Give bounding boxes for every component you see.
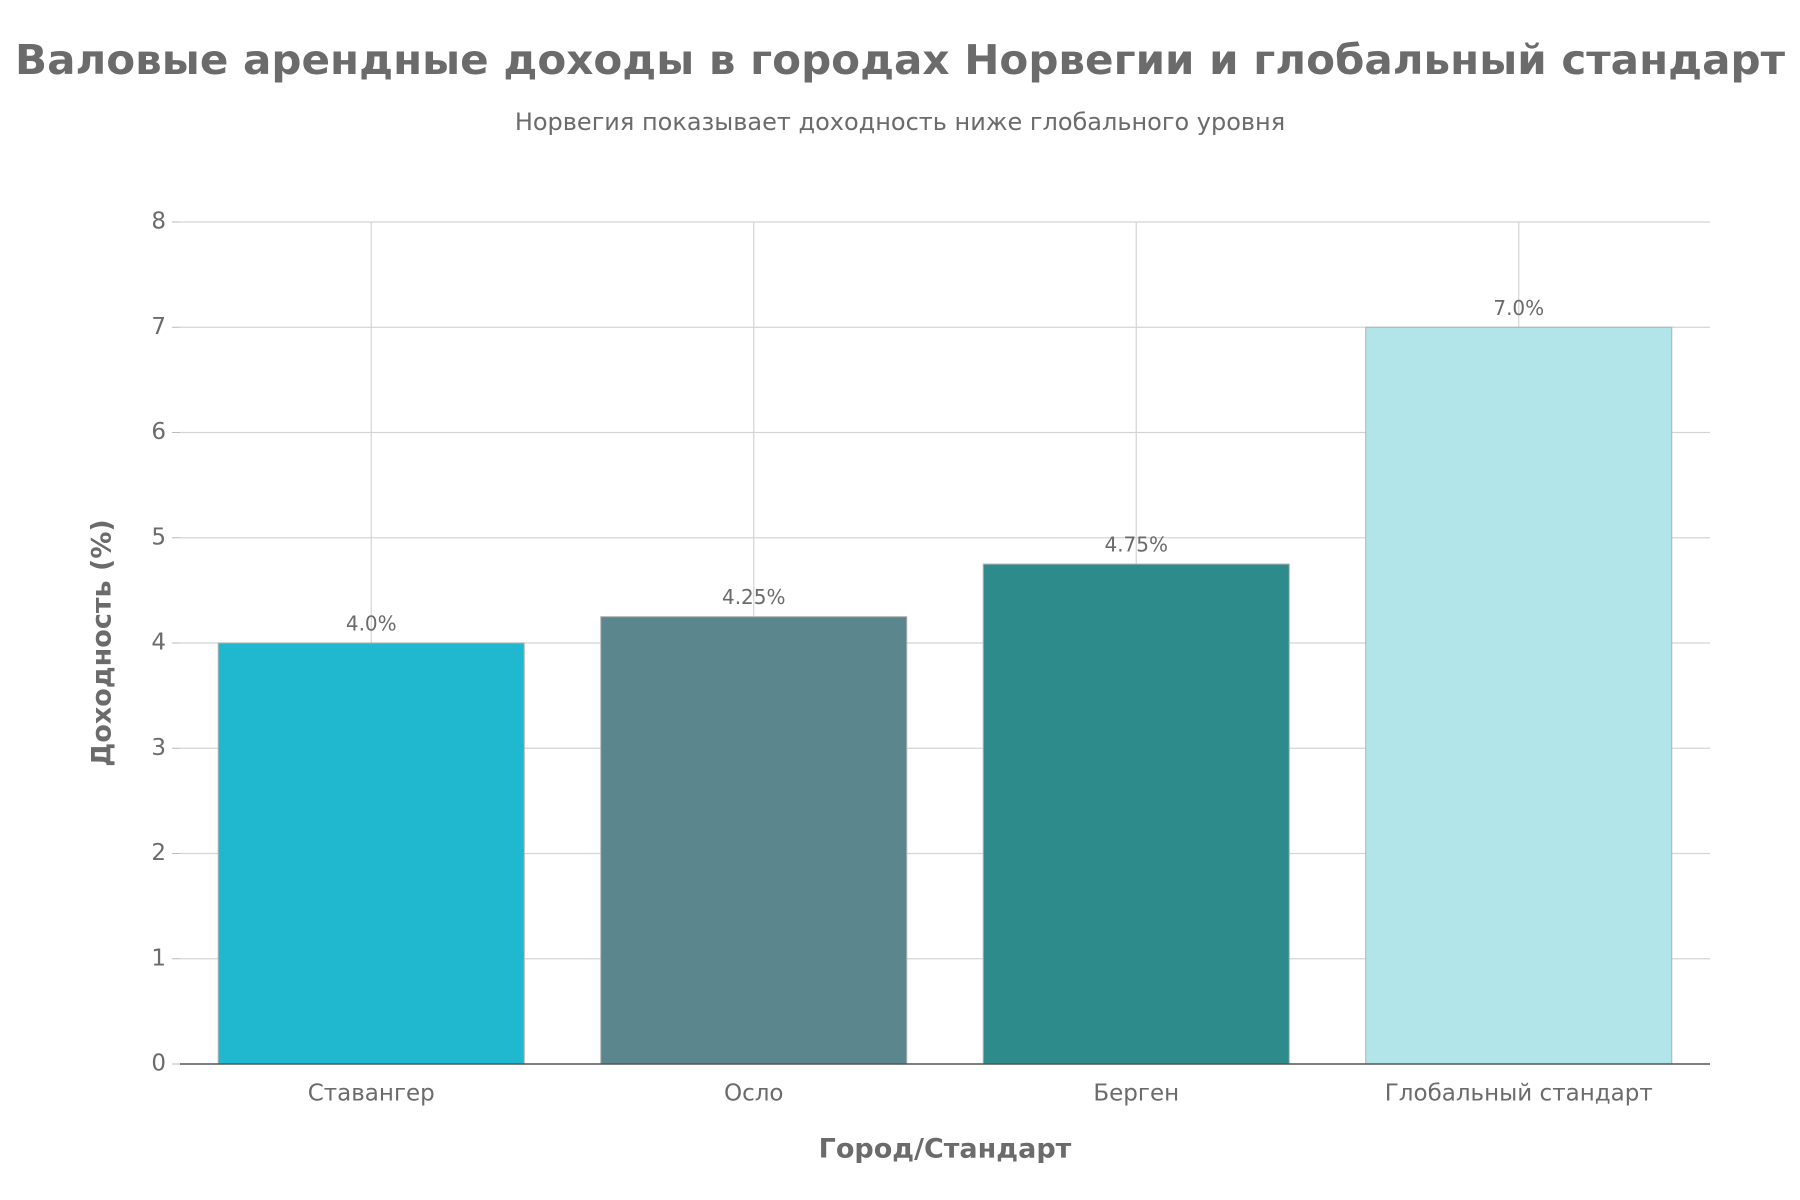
value-label: 7.0% [1493, 296, 1544, 320]
y-tick-label: 8 [151, 209, 166, 235]
x-tick-label: Осло [724, 1081, 784, 1107]
y-tick-label: 4 [151, 630, 166, 656]
y-tick-label: 7 [151, 314, 166, 340]
y-tick-label: 3 [151, 735, 166, 761]
y-axis-label: Доходность (%) [87, 519, 118, 766]
x-tick-label: Берген [1093, 1081, 1179, 1107]
x-tick-label: Ставангер [308, 1081, 435, 1107]
y-tick-label: 5 [151, 524, 166, 550]
value-label: 4.75% [1104, 533, 1168, 557]
y-tick-label: 0 [151, 1051, 166, 1077]
bar [600, 616, 908, 1065]
chart-subtitle: Норвегия показывает доходность ниже глоб… [515, 108, 1285, 136]
y-tick-label: 6 [151, 419, 166, 445]
x-tick-label: Глобальный стандарт [1385, 1081, 1653, 1107]
bar [1365, 326, 1673, 1065]
x-axis-label: Город/Стандарт [819, 1134, 1072, 1165]
value-label: 4.25% [722, 585, 786, 609]
y-tick-label: 2 [151, 840, 166, 866]
bar [217, 642, 525, 1065]
y-tick-label: 1 [151, 945, 166, 971]
bar [982, 563, 1290, 1065]
value-label: 4.0% [346, 612, 397, 636]
chart-title: Валовые арендные доходы в городах Норвег… [15, 36, 1785, 84]
